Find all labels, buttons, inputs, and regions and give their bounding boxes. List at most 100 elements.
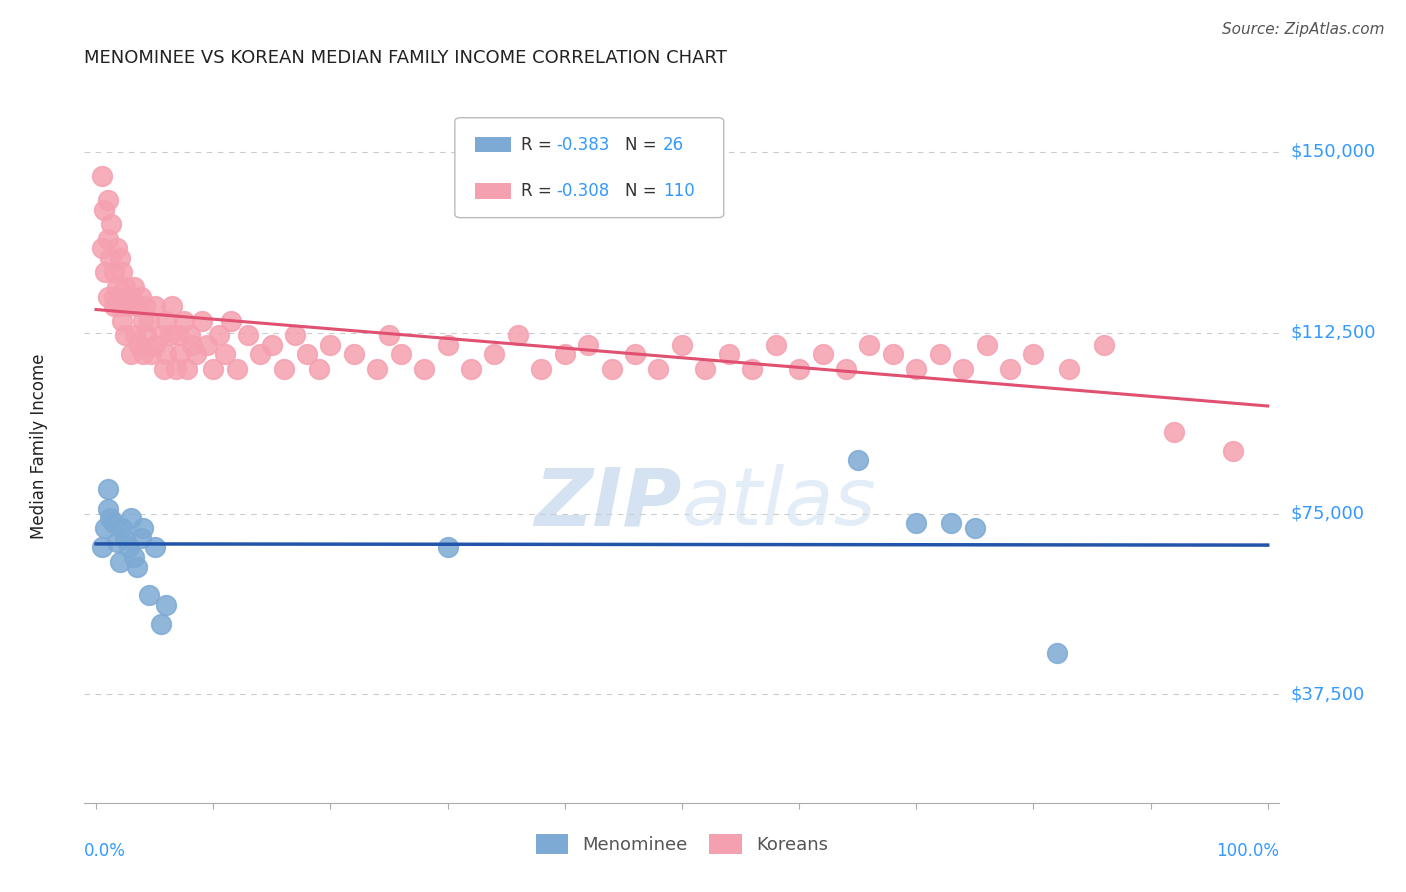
Point [378, 328, 401, 343]
Point [1092, 337, 1115, 351]
Point [197, 337, 219, 351]
Point [436, 337, 458, 351]
Point [389, 347, 412, 361]
Point [963, 521, 986, 535]
Point [105, 280, 128, 294]
Point [846, 453, 869, 467]
Point [249, 347, 271, 361]
Point [128, 337, 150, 351]
Point [97, 193, 120, 207]
Point [214, 347, 236, 361]
Text: 0.0%: 0.0% [84, 842, 127, 860]
Point [149, 617, 172, 632]
Point [134, 299, 156, 313]
Point [111, 265, 134, 279]
Point [506, 328, 529, 343]
Point [155, 598, 177, 612]
Point [98, 511, 121, 525]
Point [319, 337, 342, 351]
Point [976, 337, 998, 351]
Point [1057, 362, 1080, 376]
Point [159, 328, 181, 343]
Point [181, 337, 204, 351]
Point [90, 541, 114, 555]
Point [155, 347, 177, 361]
Point [208, 328, 231, 343]
Point [98, 251, 121, 265]
Point [835, 362, 858, 376]
Point [108, 555, 131, 569]
Point [111, 313, 134, 327]
Point [1222, 443, 1244, 458]
Point [998, 362, 1021, 376]
Text: N =: N = [624, 136, 661, 153]
Point [882, 347, 904, 361]
Point [108, 299, 131, 313]
Point [600, 362, 623, 376]
Point [114, 328, 136, 343]
Point [111, 521, 134, 535]
Point [155, 313, 177, 327]
Point [413, 362, 436, 376]
Point [132, 313, 155, 327]
Point [190, 313, 212, 327]
Bar [475, 183, 510, 199]
Point [120, 289, 142, 303]
Text: ZIP: ZIP [534, 464, 682, 542]
Point [97, 232, 120, 246]
Point [94, 521, 117, 535]
Point [120, 511, 142, 525]
Point [1022, 347, 1045, 361]
Point [308, 362, 330, 376]
Point [127, 299, 149, 313]
Point [90, 169, 114, 183]
Point [90, 241, 114, 255]
Point [127, 559, 149, 574]
Point [122, 280, 145, 294]
Text: R =: R = [520, 182, 557, 200]
Point [94, 265, 117, 279]
Text: MENOMINEE VS KOREAN MEDIAN FAMILY INCOME CORRELATION CHART: MENOMINEE VS KOREAN MEDIAN FAMILY INCOME… [84, 49, 727, 67]
Text: 100.0%: 100.0% [1216, 842, 1279, 860]
Point [554, 347, 576, 361]
Text: R =: R = [520, 136, 557, 153]
Text: Source: ZipAtlas.com: Source: ZipAtlas.com [1222, 22, 1385, 37]
FancyBboxPatch shape [456, 118, 724, 218]
Point [273, 362, 295, 376]
Point [647, 362, 669, 376]
Point [165, 362, 187, 376]
Point [238, 328, 260, 343]
Point [162, 299, 183, 313]
Text: 110: 110 [662, 182, 695, 200]
Point [905, 362, 928, 376]
Point [765, 337, 787, 351]
Point [93, 202, 115, 217]
Text: Median Family Income: Median Family Income [30, 353, 48, 539]
Point [460, 362, 482, 376]
Point [260, 337, 283, 351]
Point [717, 347, 740, 361]
Point [153, 362, 176, 376]
Point [941, 516, 963, 530]
Point [129, 289, 152, 303]
Point [343, 347, 366, 361]
Point [108, 251, 131, 265]
Point [120, 347, 142, 361]
Text: $75,000: $75,000 [1291, 505, 1365, 523]
Point [225, 362, 247, 376]
Point [124, 328, 146, 343]
Point [143, 299, 166, 313]
Point [118, 541, 141, 555]
Text: 26: 26 [662, 136, 683, 153]
Point [905, 516, 928, 530]
Point [138, 589, 160, 603]
Point [122, 549, 145, 564]
Point [787, 362, 810, 376]
Point [141, 347, 163, 361]
Point [952, 362, 974, 376]
Text: $37,500: $37,500 [1291, 685, 1365, 703]
Point [530, 362, 553, 376]
Point [484, 347, 506, 361]
Point [105, 535, 128, 549]
Text: N =: N = [624, 182, 661, 200]
